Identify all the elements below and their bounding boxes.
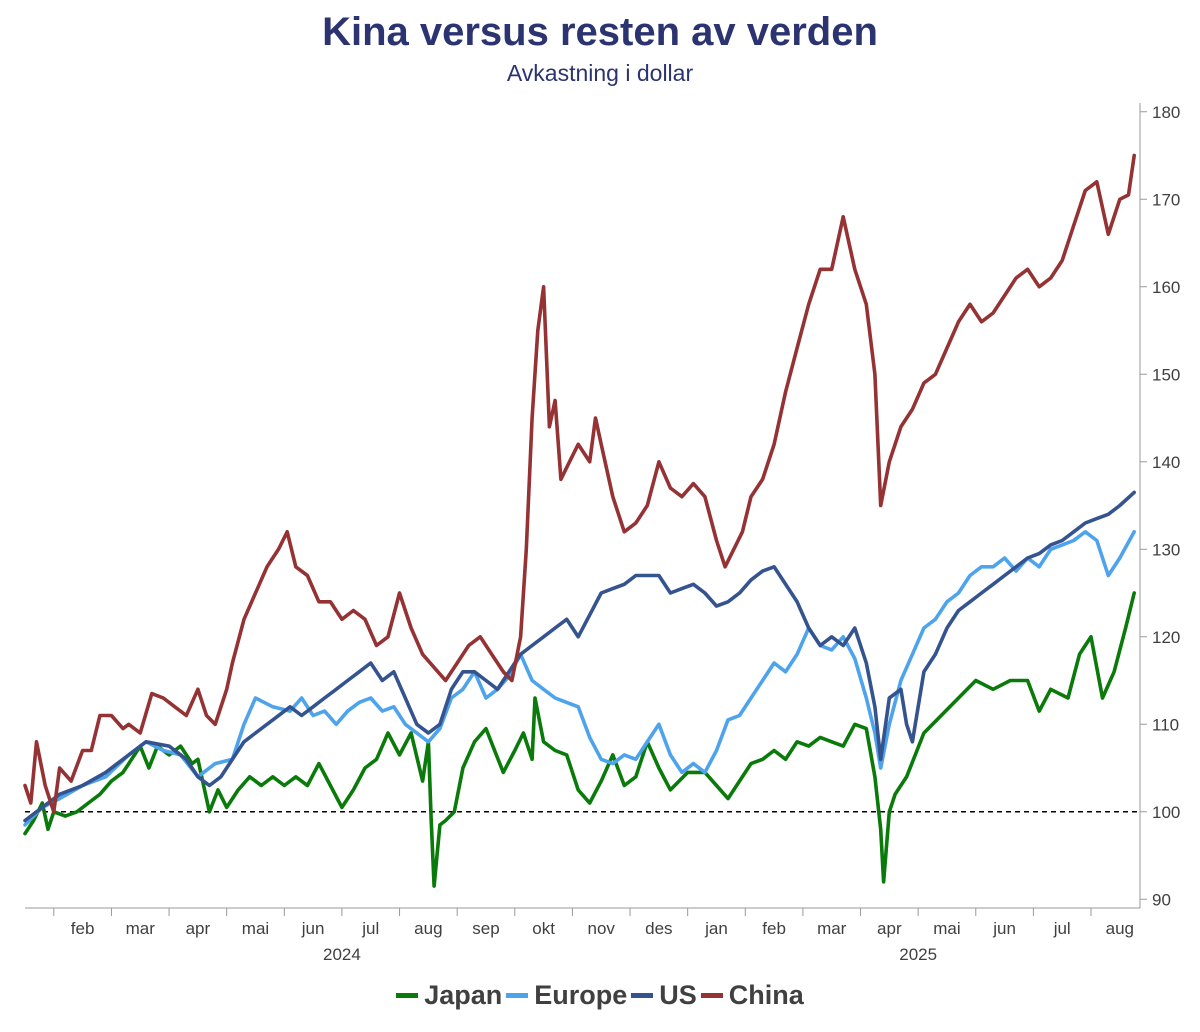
x-year-label: 2024: [323, 945, 361, 964]
x-tick-label: jun: [301, 919, 325, 938]
series-line-china: [23, 153, 1136, 814]
x-tick-label: sep: [472, 919, 499, 938]
series-line-us: [23, 490, 1136, 823]
legend-swatch-us: [631, 993, 654, 998]
x-tick-label: okt: [532, 919, 555, 938]
x-tick-label: mar: [126, 919, 156, 938]
y-tick-label: 110: [1152, 715, 1179, 734]
y-tick-label: 180: [1152, 103, 1180, 122]
chart-series: [23, 153, 1136, 888]
x-tick-label: jan: [704, 919, 728, 938]
chart-subtitle: Avkastning i dollar: [506, 60, 694, 86]
y-tick-label: 130: [1152, 540, 1180, 559]
series-line-europe: [23, 530, 1136, 827]
y-tick-label: 170: [1152, 190, 1180, 209]
x-tick-label: jul: [1053, 919, 1071, 938]
y-tick-label: 140: [1152, 453, 1180, 472]
x-tick-label: aug: [1106, 919, 1134, 938]
y-tick-label: 160: [1152, 278, 1180, 297]
legend-swatch-japan: [396, 993, 419, 998]
legend-label-china: China: [728, 980, 804, 1010]
legend-item-us: US: [631, 980, 697, 1011]
x-year-label: 2025: [899, 945, 937, 964]
y-tick-label: 100: [1152, 803, 1180, 822]
series-line-japan: [23, 591, 1136, 888]
x-tick-label: jun: [992, 919, 1016, 938]
x-tick-label: apr: [877, 919, 902, 938]
legend-swatch-china: [700, 993, 723, 998]
x-tick-label: feb: [762, 919, 786, 938]
legend-item-china: China: [700, 980, 804, 1011]
x-tick-label: apr: [186, 919, 211, 938]
chart-title: Kina versus resten av verden: [322, 10, 878, 54]
x-tick-label: nov: [588, 919, 616, 938]
legend-swatch-europe: [506, 993, 529, 998]
chart-axes: feb mar apr mai jun jul aug sep okt nov des jan feb m…: [25, 103, 1180, 964]
x-tick-label: mai: [933, 919, 960, 938]
legend-label-japan: Japan: [424, 980, 503, 1010]
y-tick-label: 150: [1152, 365, 1180, 384]
legend-label-europe: Europe: [534, 980, 628, 1010]
x-tick-label: mai: [242, 919, 269, 938]
x-tick-label: jul: [361, 919, 379, 938]
legend-item-japan: Japan: [396, 980, 502, 1011]
chart-legend: Japan Europe US China: [0, 980, 1200, 1011]
line-chart: feb mar apr mai jun jul aug sep okt nov des jan feb m…: [23, 103, 1180, 964]
x-tick-label: aug: [414, 919, 442, 938]
legend-label-us: US: [659, 980, 697, 1010]
x-tick-label: mar: [817, 919, 847, 938]
y-tick-label: 90: [1152, 890, 1171, 909]
legend-item-europe: Europe: [506, 980, 627, 1011]
y-tick-label: 120: [1152, 628, 1180, 647]
x-tick-label: des: [645, 919, 672, 938]
x-tick-label: feb: [71, 919, 95, 938]
